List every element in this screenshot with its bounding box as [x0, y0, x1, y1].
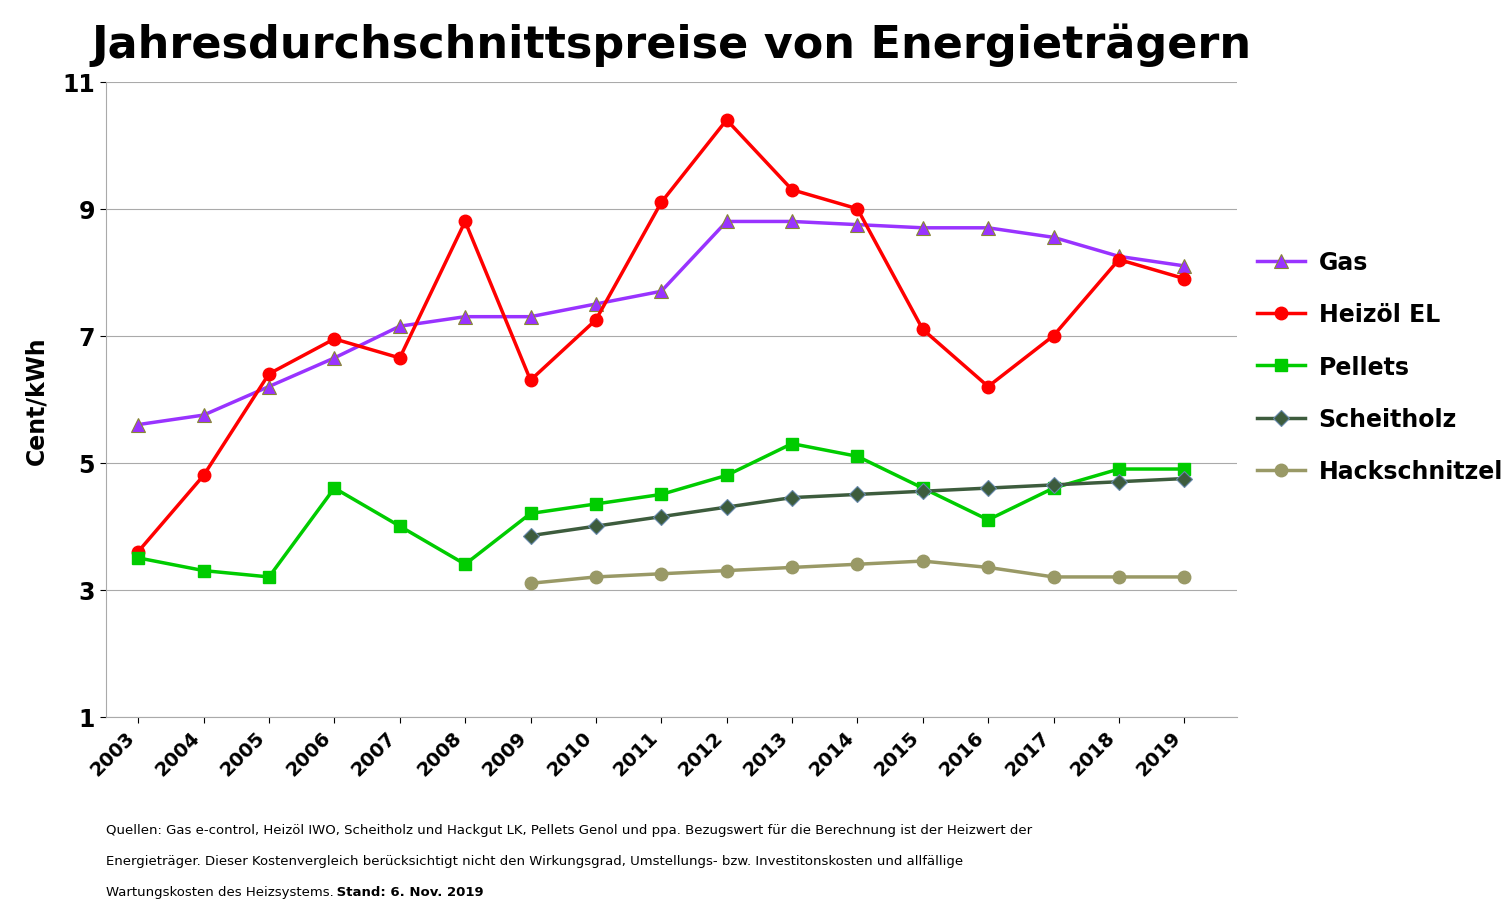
- Hackschnitzel: [783, 562, 801, 573]
- Scheitholz: [1175, 473, 1193, 484]
- Pellets: [259, 572, 277, 583]
- Pellets: [326, 483, 344, 494]
- Hackschnitzel: [914, 556, 932, 567]
- Heizöl EL: [130, 547, 148, 558]
- Line: Heizöl EL: Heizöl EL: [133, 115, 1190, 558]
- Pellets: [651, 489, 670, 500]
- Heizöl EL: [195, 471, 213, 482]
- Pellets: [587, 499, 605, 510]
- Heizöl EL: [1045, 331, 1063, 342]
- Gas: [651, 287, 670, 298]
- Pellets: [783, 438, 801, 449]
- Y-axis label: Cent/kWh: Cent/kWh: [24, 335, 48, 464]
- Gas: [130, 420, 148, 431]
- Gas: [1110, 252, 1128, 263]
- Title: Jahresdurchschnittspreise von Energieträgern: Jahresdurchschnittspreise von Energieträ…: [90, 23, 1252, 67]
- Heizöl EL: [849, 204, 867, 215]
- Gas: [1045, 233, 1063, 244]
- Gas: [783, 217, 801, 228]
- Scheitholz: [849, 489, 867, 500]
- Heizöl EL: [914, 324, 932, 335]
- Heizöl EL: [522, 375, 540, 386]
- Gas: [455, 312, 474, 323]
- Line: Gas: Gas: [131, 215, 1191, 432]
- Scheitholz: [522, 530, 540, 541]
- Hackschnitzel: [1110, 572, 1128, 583]
- Heizöl EL: [326, 334, 344, 345]
- Gas: [259, 381, 277, 392]
- Heizöl EL: [783, 185, 801, 196]
- Scheitholz: [914, 486, 932, 497]
- Hackschnitzel: [651, 569, 670, 580]
- Heizöl EL: [979, 381, 997, 392]
- Scheitholz: [651, 512, 670, 523]
- Legend: Gas, Heizöl EL, Pellets, Scheitholz, Hackschnitzel: Gas, Heizöl EL, Pellets, Scheitholz, Hac…: [1249, 241, 1508, 494]
- Pellets: [522, 508, 540, 519]
- Heizöl EL: [651, 198, 670, 209]
- Scheitholz: [1110, 477, 1128, 488]
- Gas: [1175, 261, 1193, 272]
- Pellets: [455, 559, 474, 570]
- Pellets: [849, 451, 867, 462]
- Scheitholz: [1045, 480, 1063, 491]
- Pellets: [1175, 464, 1193, 475]
- Gas: [391, 322, 409, 333]
- Pellets: [1045, 483, 1063, 494]
- Text: Energieträger. Dieser Kostenvergleich berücksichtigt nicht den Wirkungsgrad, Ums: Energieträger. Dieser Kostenvergleich be…: [106, 854, 962, 867]
- Pellets: [979, 515, 997, 526]
- Hackschnitzel: [718, 565, 736, 576]
- Pellets: [130, 553, 148, 564]
- Gas: [914, 223, 932, 234]
- Line: Hackschnitzel: Hackschnitzel: [525, 555, 1190, 590]
- Scheitholz: [718, 502, 736, 513]
- Hackschnitzel: [587, 572, 605, 583]
- Pellets: [1110, 464, 1128, 475]
- Line: Pellets: Pellets: [133, 438, 1190, 584]
- Scheitholz: [783, 493, 801, 504]
- Hackschnitzel: [1045, 572, 1063, 583]
- Gas: [326, 353, 344, 364]
- Heizöl EL: [1175, 274, 1193, 285]
- Gas: [979, 223, 997, 234]
- Scheitholz: [587, 521, 605, 532]
- Hackschnitzel: [849, 559, 867, 570]
- Heizöl EL: [1110, 255, 1128, 266]
- Gas: [849, 220, 867, 231]
- Heizöl EL: [391, 353, 409, 364]
- Scheitholz: [979, 483, 997, 494]
- Pellets: [718, 471, 736, 482]
- Heizöl EL: [587, 315, 605, 326]
- Hackschnitzel: [1175, 572, 1193, 583]
- Heizöl EL: [718, 115, 736, 126]
- Hackschnitzel: [522, 578, 540, 589]
- Hackschnitzel: [979, 562, 997, 573]
- Heizöl EL: [259, 369, 277, 380]
- Gas: [522, 312, 540, 323]
- Pellets: [391, 521, 409, 532]
- Pellets: [195, 565, 213, 576]
- Text: Wartungskosten des Heizsystems.: Wartungskosten des Heizsystems.: [106, 885, 333, 898]
- Text: Stand: 6. Nov. 2019: Stand: 6. Nov. 2019: [332, 885, 484, 898]
- Pellets: [914, 483, 932, 494]
- Text: Quellen: Gas e-control, Heizöl IWO, Scheitholz und Hackgut LK, Pellets Genol und: Quellen: Gas e-control, Heizöl IWO, Sche…: [106, 823, 1031, 836]
- Gas: [587, 299, 605, 310]
- Line: Scheitholz: Scheitholz: [525, 473, 1190, 541]
- Heizöl EL: [455, 217, 474, 228]
- Gas: [195, 410, 213, 421]
- Gas: [718, 217, 736, 228]
